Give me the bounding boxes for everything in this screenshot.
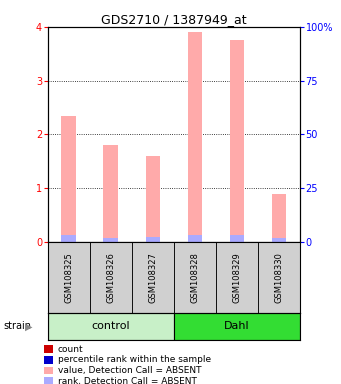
Text: ▶: ▶ (25, 321, 32, 331)
Bar (272, 238, 286, 242)
Text: percentile rank within the sample: percentile rank within the sample (58, 355, 211, 364)
Bar (90, 242, 132, 313)
Bar (146, 237, 160, 242)
Title: GDS2710 / 1387949_at: GDS2710 / 1387949_at (101, 13, 247, 26)
Bar (103, 145, 118, 242)
Bar (61, 235, 76, 242)
Bar (216, 242, 258, 313)
Bar (61, 116, 76, 242)
Bar (258, 242, 300, 313)
Text: Dahl: Dahl (224, 321, 250, 331)
Text: GSM108329: GSM108329 (233, 252, 241, 303)
Text: strain: strain (3, 321, 31, 331)
Bar (229, 235, 244, 242)
Text: control: control (91, 321, 130, 331)
Bar (174, 313, 300, 340)
Text: value, Detection Call = ABSENT: value, Detection Call = ABSENT (58, 366, 202, 375)
Bar (132, 242, 174, 313)
Text: GSM108328: GSM108328 (190, 252, 199, 303)
Bar (48, 313, 174, 340)
Bar (174, 242, 216, 313)
Bar (188, 235, 202, 242)
Text: count: count (58, 344, 84, 354)
Text: rank, Detection Call = ABSENT: rank, Detection Call = ABSENT (58, 377, 197, 384)
Bar (48, 242, 90, 313)
Text: GSM108330: GSM108330 (275, 252, 284, 303)
Text: GSM108325: GSM108325 (64, 252, 73, 303)
Text: GSM108327: GSM108327 (148, 252, 158, 303)
Bar (229, 40, 244, 242)
Bar (188, 32, 202, 242)
Bar (146, 156, 160, 242)
Bar (272, 194, 286, 242)
Text: GSM108326: GSM108326 (106, 252, 115, 303)
Bar (103, 238, 118, 242)
